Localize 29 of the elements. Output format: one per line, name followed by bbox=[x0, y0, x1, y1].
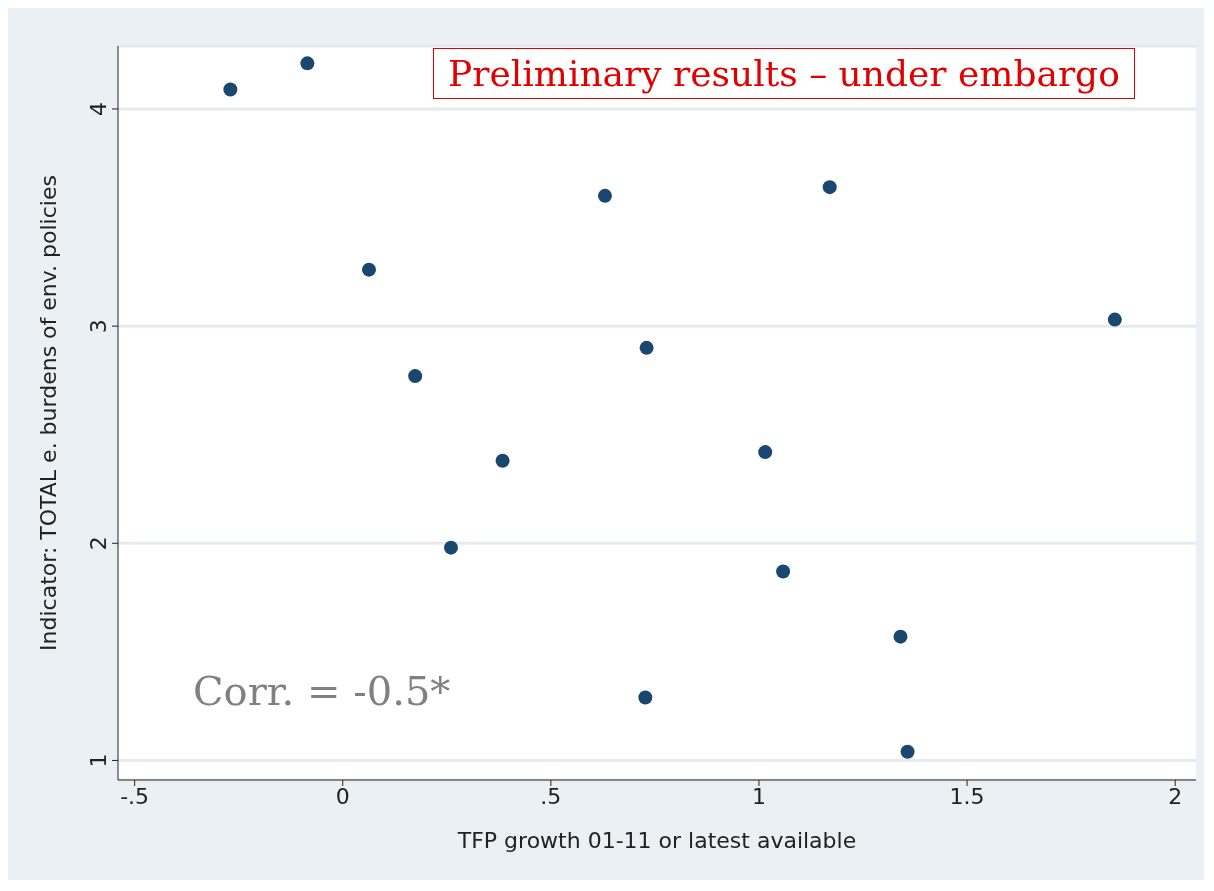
annotation: Corr. = -0.5* bbox=[193, 668, 451, 714]
point bbox=[223, 82, 238, 97]
x-tick-label: 1 bbox=[751, 783, 766, 809]
x-tick-label: 1.5 bbox=[949, 783, 985, 809]
y-tick-label: 1 bbox=[86, 753, 111, 768]
point bbox=[300, 56, 315, 71]
point bbox=[408, 369, 423, 384]
point bbox=[495, 453, 510, 468]
y-tick-label: 3 bbox=[86, 319, 111, 334]
point bbox=[597, 188, 612, 203]
point bbox=[639, 340, 654, 355]
y-axis-title: Indicator: TOTAL e. burdens of env. policies bbox=[35, 175, 61, 651]
point bbox=[443, 540, 458, 555]
x-tick-label: -.5 bbox=[120, 783, 150, 809]
x-tick-label: 2 bbox=[1168, 783, 1183, 809]
x-tick-label: 0 bbox=[335, 783, 350, 809]
annotation: Preliminary results – under embargo bbox=[433, 48, 1135, 99]
point bbox=[776, 564, 791, 579]
y-tick-label: 4 bbox=[86, 101, 111, 116]
point bbox=[1107, 312, 1122, 327]
point bbox=[893, 629, 908, 644]
y-tick-label: 2 bbox=[86, 536, 111, 551]
point bbox=[361, 262, 376, 277]
x-axis-title: TFP growth 01-11 or latest available bbox=[456, 828, 857, 853]
point bbox=[822, 180, 837, 195]
point bbox=[638, 690, 653, 705]
x-tick-label: .5 bbox=[540, 783, 562, 809]
point bbox=[758, 445, 773, 460]
point bbox=[900, 744, 915, 759]
